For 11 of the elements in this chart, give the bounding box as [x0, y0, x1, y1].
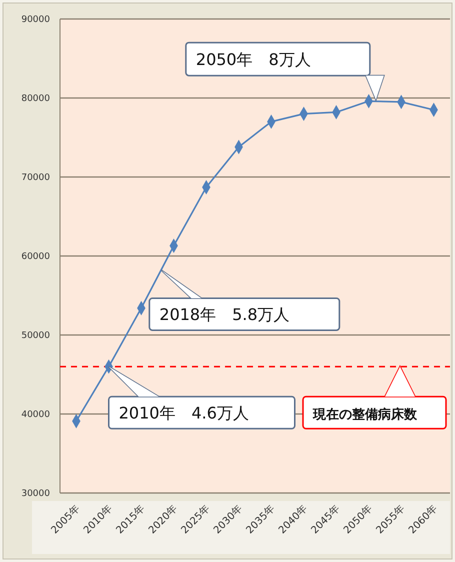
- annotation: 2010年 4.6万人: [118, 404, 249, 423]
- annotation: 2050年 8万人: [196, 50, 311, 70]
- y-tick-label: 80000: [21, 94, 50, 104]
- y-tick-label: 60000: [21, 252, 50, 262]
- y-tick-label: 70000: [21, 173, 50, 183]
- y-tick-label: 50000: [21, 331, 50, 341]
- legend-label: 現在の整備病床数: [312, 406, 418, 423]
- y-tick-label: 40000: [21, 410, 50, 420]
- annotation: 2018年 5.8万人: [159, 305, 290, 324]
- y-tick-label: 30000: [21, 489, 50, 499]
- y-tick-label: 90000: [21, 15, 50, 25]
